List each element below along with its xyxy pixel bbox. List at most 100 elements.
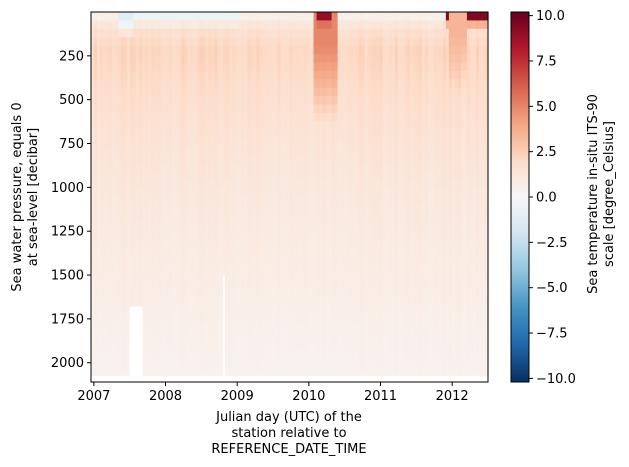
heatmap-cell (334, 171, 339, 181)
heatmap-cell (289, 205, 294, 215)
heatmap-cell (199, 348, 203, 358)
heatmap-cell (352, 138, 357, 148)
heatmap-cell (364, 306, 369, 316)
heatmap-cell (148, 129, 152, 139)
heatmap-cell (160, 112, 164, 122)
heatmap-cell (172, 121, 176, 131)
heatmap-cell (325, 129, 330, 139)
heatmap-cell (181, 339, 185, 349)
heatmap-cell (361, 365, 366, 375)
heatmap-cell (268, 62, 273, 72)
heatmap-cell (127, 356, 131, 366)
heatmap-cell (112, 112, 116, 122)
heatmap-cell (139, 239, 143, 249)
heatmap-cell (103, 12, 107, 22)
heatmap-cell (151, 138, 155, 148)
heatmap-cell (367, 264, 372, 274)
heatmap-cell (271, 264, 276, 274)
heatmap-cell (331, 222, 336, 232)
heatmap-cell (151, 348, 155, 358)
heatmap-cell (265, 281, 270, 291)
heatmap-cell (349, 70, 354, 80)
heatmap-cell (418, 348, 423, 358)
heatmap-cell (118, 96, 122, 106)
heatmap-cell (136, 247, 140, 257)
heatmap-cell (109, 154, 113, 164)
heatmap-cell (247, 62, 251, 72)
heatmap-cell (334, 356, 339, 366)
heatmap-cell (268, 289, 273, 299)
heatmap-cell (262, 289, 267, 299)
heatmap-cell (412, 306, 417, 316)
heatmap-cell (343, 306, 348, 316)
heatmap-cell (367, 356, 372, 366)
heatmap-cell (241, 281, 245, 291)
heatmap-cell (301, 255, 306, 265)
heatmap-cell (133, 70, 137, 80)
heatmap-cell (376, 79, 381, 89)
heatmap-cell (103, 87, 107, 97)
heatmap-cell (124, 37, 128, 47)
heatmap-cell (385, 205, 390, 215)
heatmap-cell (247, 37, 251, 47)
heatmap-cell (259, 138, 264, 148)
heatmap-cell (304, 45, 309, 55)
heatmap-cell (400, 239, 405, 249)
heatmap-cell (172, 348, 176, 358)
heatmap-cell (352, 87, 357, 97)
heatmap-cell (403, 28, 408, 38)
heatmap-cell (121, 356, 125, 366)
heatmap-cell (391, 171, 396, 181)
heatmap-cells (91, 12, 489, 383)
heatmap-cell (388, 331, 393, 341)
heatmap-cell (337, 87, 342, 97)
heatmap-cell (316, 197, 321, 207)
heatmap-cell (169, 339, 173, 349)
heatmap-cell (382, 154, 387, 164)
heatmap-cell (181, 247, 185, 257)
heatmap-cell (205, 281, 209, 291)
heatmap-cell (328, 247, 333, 257)
heatmap-cell (169, 281, 173, 291)
heatmap-cell (175, 87, 179, 97)
heatmap-cell (361, 171, 366, 181)
heatmap-cell (187, 62, 191, 72)
heatmap-cell (388, 87, 393, 97)
heatmap-cell (232, 79, 236, 89)
heatmap-cell (340, 112, 345, 122)
heatmap-cell (199, 323, 203, 333)
heatmap-cell (322, 104, 327, 114)
heatmap-cell (430, 37, 435, 47)
heatmap-cell (403, 331, 408, 341)
heatmap-cell (202, 12, 206, 22)
heatmap-cell (367, 171, 372, 181)
heatmap-cell (295, 138, 300, 148)
heatmap-cell (421, 70, 426, 80)
heatmap-cell (253, 348, 258, 358)
heatmap-cell (376, 121, 381, 131)
heatmap-cell (280, 28, 285, 38)
heatmap-cell (130, 129, 134, 139)
heatmap-cell (175, 323, 179, 333)
heatmap-cell (151, 255, 155, 265)
heatmap-cell (385, 20, 390, 30)
heatmap-cell (208, 323, 212, 333)
heatmap-cell (130, 171, 134, 181)
heatmap-cell (142, 146, 146, 156)
heatmap-cell (292, 70, 297, 80)
heatmap-cell (385, 264, 390, 274)
heatmap-cell (313, 264, 318, 274)
heatmap-cell (247, 180, 251, 190)
heatmap-cell (103, 171, 107, 181)
heatmap-cell (418, 129, 423, 139)
heatmap-cell (154, 37, 158, 47)
heatmap-cell (286, 96, 291, 106)
heatmap-cell (379, 348, 384, 358)
heatmap-cell (256, 28, 261, 38)
heatmap-cell (106, 306, 110, 316)
heatmap-cell (178, 62, 182, 72)
heatmap-cell (160, 171, 164, 181)
heatmap-cell (115, 314, 119, 324)
heatmap-cell (253, 331, 258, 341)
heatmap-cell (118, 281, 122, 291)
